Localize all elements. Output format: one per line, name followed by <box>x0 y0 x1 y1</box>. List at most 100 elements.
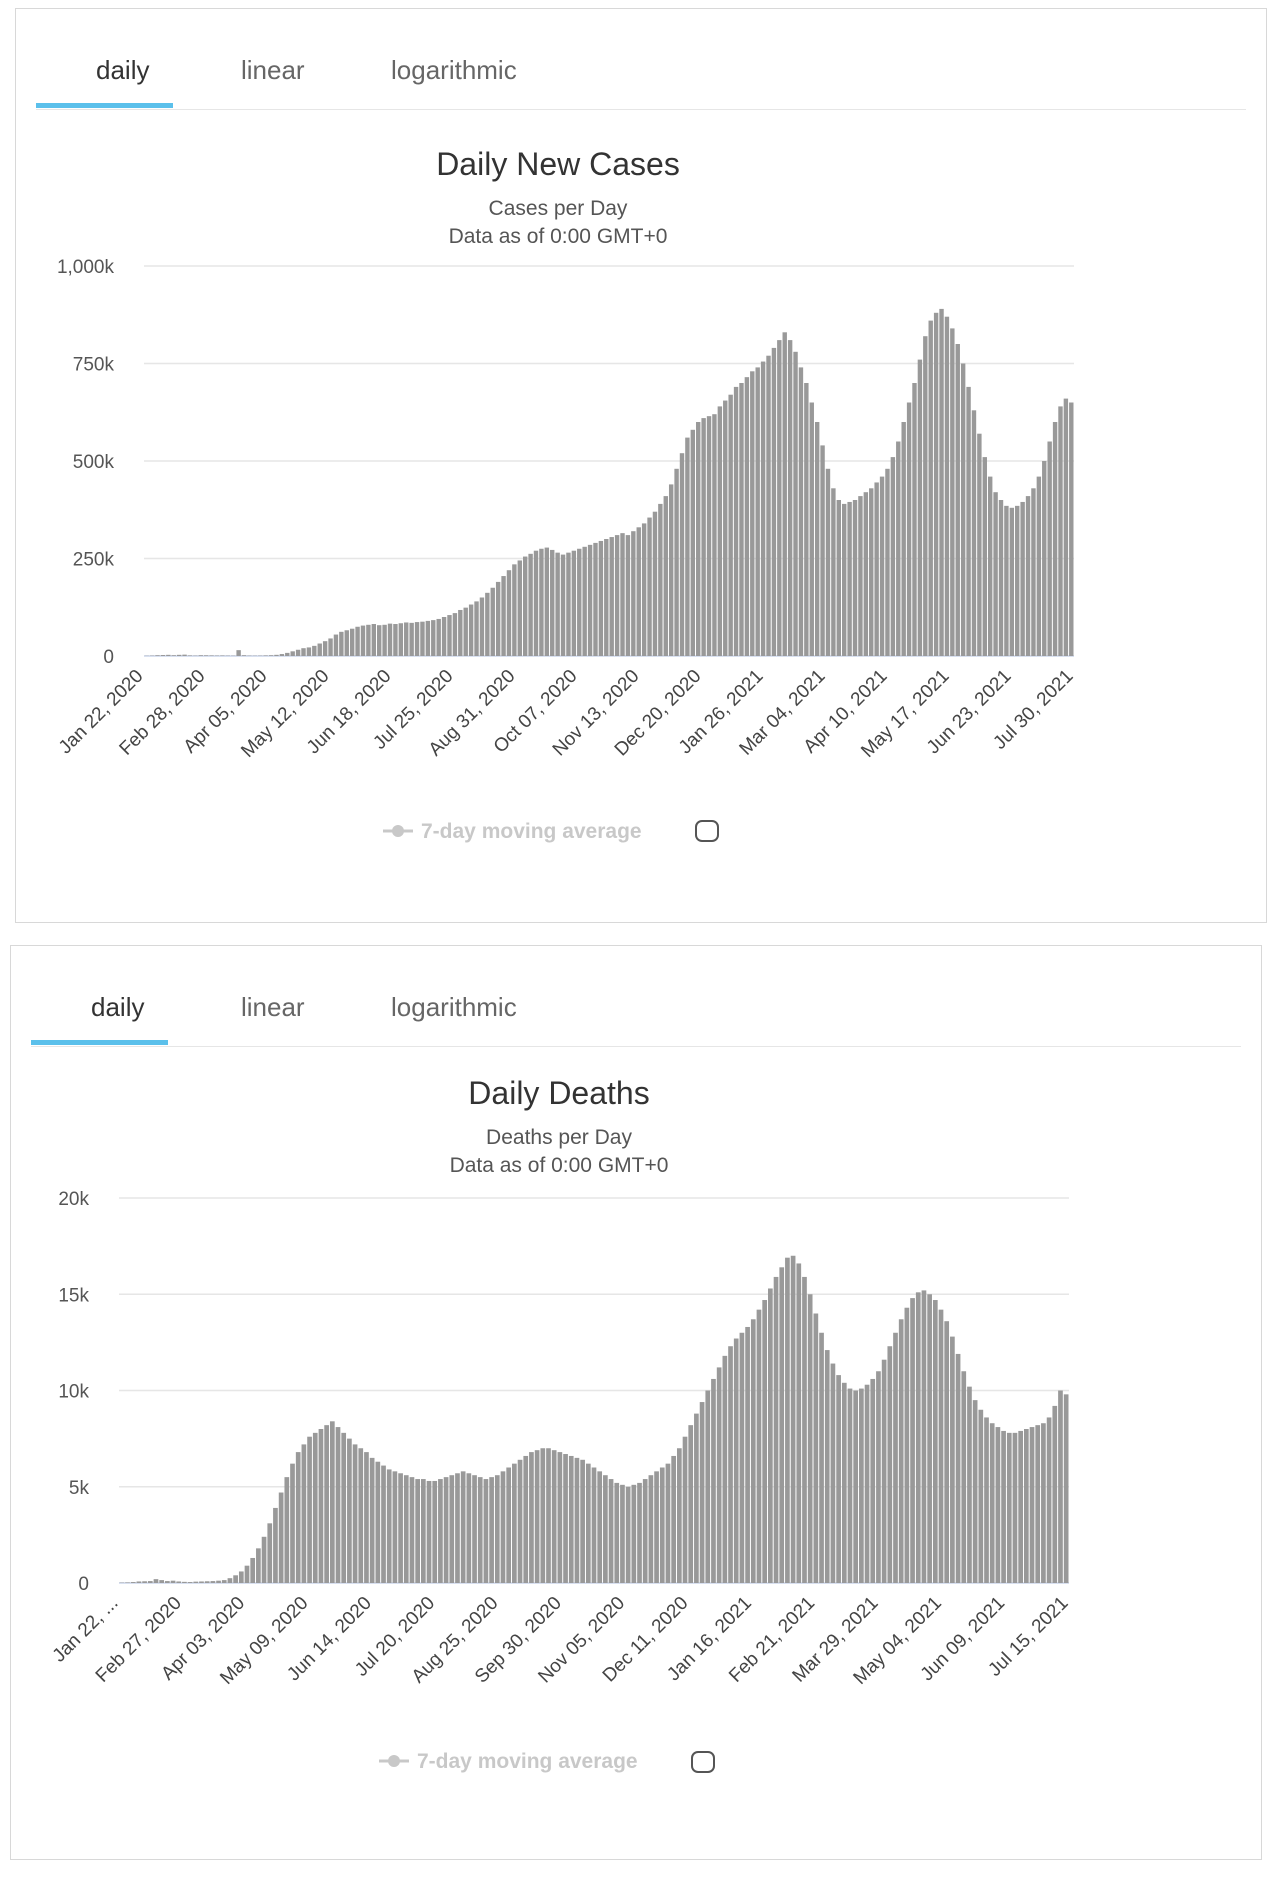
bar[interactable] <box>659 1467 665 1584</box>
bar[interactable] <box>960 363 966 657</box>
bar[interactable] <box>404 622 409 656</box>
bar[interactable] <box>250 1557 256 1583</box>
bar[interactable] <box>814 422 820 656</box>
bar[interactable] <box>1035 1425 1041 1583</box>
bar[interactable] <box>984 1417 989 1583</box>
bar[interactable] <box>705 1390 711 1584</box>
bar[interactable] <box>1009 507 1015 656</box>
bar[interactable] <box>328 638 333 656</box>
tab-linear[interactable]: linear <box>241 992 305 1022</box>
bar[interactable] <box>796 1263 802 1583</box>
bar[interactable] <box>273 1507 278 1583</box>
bar[interactable] <box>1031 488 1036 656</box>
bar[interactable] <box>403 1475 409 1583</box>
bar[interactable] <box>279 654 285 656</box>
bar[interactable] <box>377 625 382 656</box>
bar[interactable] <box>597 1471 603 1583</box>
bar[interactable] <box>641 523 647 656</box>
bar[interactable] <box>203 655 209 656</box>
bar[interactable] <box>944 316 950 656</box>
bar[interactable] <box>381 1465 386 1583</box>
bar[interactable] <box>375 1461 381 1583</box>
bar[interactable] <box>241 655 247 656</box>
bar[interactable] <box>609 537 614 656</box>
bar[interactable] <box>339 631 344 656</box>
bar[interactable] <box>198 655 203 656</box>
bar[interactable] <box>966 386 971 656</box>
bar[interactable] <box>267 1523 273 1583</box>
bar[interactable] <box>961 1371 967 1583</box>
bar[interactable] <box>322 641 328 656</box>
bar[interactable] <box>171 655 176 656</box>
bar[interactable] <box>420 1479 426 1583</box>
bar[interactable] <box>155 655 160 656</box>
bar[interactable] <box>566 552 571 656</box>
bar[interactable] <box>625 1486 631 1583</box>
bar[interactable] <box>153 1579 159 1583</box>
bar[interactable] <box>540 1448 546 1583</box>
bar[interactable] <box>663 496 668 656</box>
bar[interactable] <box>534 1450 540 1583</box>
bar[interactable] <box>688 1425 694 1583</box>
bar[interactable] <box>658 503 663 656</box>
bar[interactable] <box>371 624 376 656</box>
bar[interactable] <box>787 340 793 656</box>
bar[interactable] <box>591 1467 597 1584</box>
bar[interactable] <box>836 1375 841 1583</box>
bar[interactable] <box>722 1355 728 1583</box>
bar[interactable] <box>479 597 485 657</box>
bar[interactable] <box>386 1469 392 1583</box>
bar[interactable] <box>523 1455 529 1583</box>
bar[interactable] <box>436 618 441 656</box>
bar[interactable] <box>182 654 187 656</box>
bar[interactable] <box>993 492 998 656</box>
bar[interactable] <box>870 1378 876 1583</box>
bar[interactable] <box>324 1425 329 1583</box>
bar[interactable] <box>560 554 566 656</box>
bar[interactable] <box>301 648 306 656</box>
bar[interactable] <box>533 550 539 656</box>
bar[interactable] <box>768 1288 773 1583</box>
bar[interactable] <box>449 1475 455 1583</box>
bar[interactable] <box>349 628 355 656</box>
bar[interactable] <box>654 1471 659 1583</box>
bar[interactable] <box>750 1319 756 1583</box>
bar[interactable] <box>887 1346 893 1583</box>
bar[interactable] <box>785 1257 790 1583</box>
bar[interactable] <box>604 539 609 656</box>
bar[interactable] <box>136 1581 142 1583</box>
bar[interactable] <box>890 457 896 656</box>
bar[interactable] <box>555 552 560 656</box>
bar[interactable] <box>438 1479 443 1583</box>
bar[interactable] <box>825 468 831 656</box>
bar[interactable] <box>933 312 939 656</box>
bar[interactable] <box>755 367 760 656</box>
bar[interactable] <box>501 576 506 656</box>
bar[interactable] <box>932 1300 938 1583</box>
bar[interactable] <box>441 617 447 656</box>
bar[interactable] <box>546 1448 551 1583</box>
bar[interactable] <box>637 1482 642 1583</box>
bar[interactable] <box>307 1436 312 1583</box>
bar[interactable] <box>998 500 1004 656</box>
bar[interactable] <box>706 416 712 656</box>
tab-logarithmic[interactable]: logarithmic <box>391 992 517 1022</box>
bar[interactable] <box>1069 402 1074 657</box>
bar[interactable] <box>1004 505 1009 656</box>
bar[interactable] <box>544 547 550 656</box>
bar[interactable] <box>238 1571 244 1583</box>
bar[interactable] <box>369 1457 375 1583</box>
tab-logarithmic[interactable]: logarithmic <box>391 55 517 85</box>
bar[interactable] <box>831 488 836 656</box>
bar[interactable] <box>620 533 625 656</box>
bar[interactable] <box>494 1475 500 1583</box>
bar[interactable] <box>917 359 923 656</box>
bar[interactable] <box>209 655 214 656</box>
bar[interactable] <box>425 620 431 656</box>
bar[interactable] <box>312 1432 318 1583</box>
bar[interactable] <box>620 1484 625 1583</box>
bar[interactable] <box>495 581 501 656</box>
bar[interactable] <box>682 1436 688 1583</box>
bar[interactable] <box>950 328 955 656</box>
legend[interactable]: 7-day moving average <box>379 1750 638 1773</box>
